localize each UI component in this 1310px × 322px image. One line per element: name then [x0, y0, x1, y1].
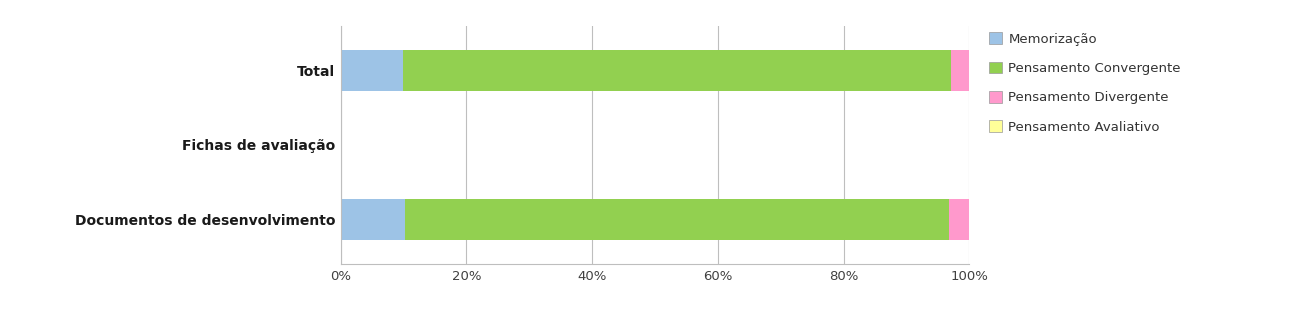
Bar — [403, 50, 951, 91]
Bar — [948, 199, 969, 240]
Legend: Memorização, Pensamento Convergente, Pensamento Divergente, Pensamento Avaliativ: Memorização, Pensamento Convergente, Pen… — [989, 32, 1180, 134]
Bar — [405, 199, 948, 240]
Bar — [951, 50, 969, 91]
Bar — [341, 50, 403, 91]
Bar — [341, 199, 405, 240]
